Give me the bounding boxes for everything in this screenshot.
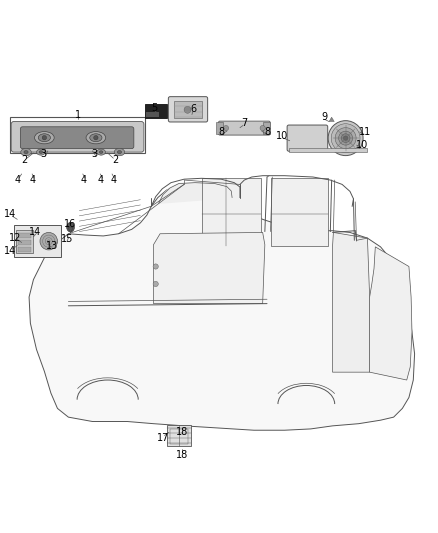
- Text: 2: 2: [21, 156, 28, 165]
- Text: 14: 14: [4, 246, 16, 256]
- FancyBboxPatch shape: [20, 127, 134, 149]
- Bar: [289, 148, 367, 152]
- Bar: [14, 225, 61, 257]
- FancyBboxPatch shape: [287, 125, 328, 151]
- Bar: [18, 233, 31, 238]
- Circle shape: [153, 281, 158, 287]
- FancyBboxPatch shape: [11, 122, 144, 152]
- Bar: [16, 230, 33, 253]
- Circle shape: [94, 135, 98, 140]
- Circle shape: [223, 125, 229, 131]
- Ellipse shape: [90, 134, 102, 142]
- Polygon shape: [332, 232, 370, 372]
- Text: 2: 2: [112, 156, 118, 165]
- Text: 10: 10: [276, 132, 289, 141]
- FancyBboxPatch shape: [202, 178, 261, 246]
- Text: 3: 3: [92, 149, 98, 159]
- Ellipse shape: [114, 148, 125, 156]
- Text: 14: 14: [28, 227, 41, 237]
- Bar: [11, 117, 145, 153]
- Circle shape: [331, 124, 360, 152]
- Text: 4: 4: [29, 175, 35, 185]
- Bar: [18, 247, 31, 252]
- Text: 3: 3: [40, 149, 46, 159]
- Circle shape: [42, 135, 46, 140]
- Circle shape: [343, 136, 348, 140]
- Text: 5: 5: [151, 103, 158, 113]
- Bar: [170, 429, 187, 444]
- Circle shape: [341, 134, 350, 142]
- Text: 4: 4: [98, 175, 104, 185]
- Bar: [146, 112, 159, 117]
- Text: 4: 4: [81, 175, 87, 185]
- Polygon shape: [329, 117, 334, 122]
- Bar: [173, 101, 202, 118]
- Ellipse shape: [67, 222, 74, 232]
- Ellipse shape: [97, 149, 106, 155]
- Bar: [263, 123, 270, 134]
- Ellipse shape: [24, 150, 28, 154]
- Bar: [145, 103, 167, 118]
- Circle shape: [260, 125, 265, 131]
- Polygon shape: [153, 232, 265, 304]
- Text: 12: 12: [9, 233, 21, 243]
- Polygon shape: [29, 184, 415, 430]
- Text: 13: 13: [46, 240, 58, 251]
- Text: 4: 4: [110, 175, 117, 185]
- Text: 6: 6: [191, 104, 197, 114]
- Circle shape: [184, 106, 191, 113]
- Text: 18: 18: [176, 426, 188, 437]
- Circle shape: [153, 264, 158, 269]
- Text: 9: 9: [321, 112, 328, 122]
- Text: 17: 17: [157, 433, 170, 442]
- Circle shape: [328, 120, 363, 156]
- Text: 7: 7: [241, 118, 247, 128]
- Text: 4: 4: [14, 175, 20, 185]
- Bar: [216, 123, 223, 134]
- Polygon shape: [68, 227, 73, 233]
- Text: 8: 8: [218, 127, 224, 137]
- Ellipse shape: [36, 149, 45, 155]
- Circle shape: [335, 128, 356, 149]
- FancyBboxPatch shape: [168, 96, 208, 122]
- FancyBboxPatch shape: [219, 121, 270, 135]
- Text: 16: 16: [64, 219, 76, 229]
- Ellipse shape: [99, 151, 103, 154]
- Text: 1: 1: [75, 110, 81, 119]
- Ellipse shape: [117, 150, 122, 154]
- Text: 15: 15: [61, 235, 73, 245]
- Polygon shape: [159, 183, 232, 203]
- Circle shape: [40, 232, 57, 250]
- Text: 10: 10: [356, 140, 368, 150]
- Text: 8: 8: [264, 127, 270, 137]
- Text: 14: 14: [4, 209, 16, 219]
- Ellipse shape: [38, 134, 50, 142]
- Ellipse shape: [86, 132, 106, 144]
- Circle shape: [339, 131, 353, 145]
- Text: 18: 18: [176, 450, 188, 460]
- FancyBboxPatch shape: [272, 178, 328, 246]
- Bar: [18, 240, 31, 245]
- Bar: [167, 425, 191, 446]
- Ellipse shape: [35, 132, 54, 144]
- Ellipse shape: [39, 151, 42, 154]
- Ellipse shape: [21, 148, 31, 156]
- Text: 11: 11: [359, 127, 371, 137]
- Polygon shape: [370, 247, 412, 380]
